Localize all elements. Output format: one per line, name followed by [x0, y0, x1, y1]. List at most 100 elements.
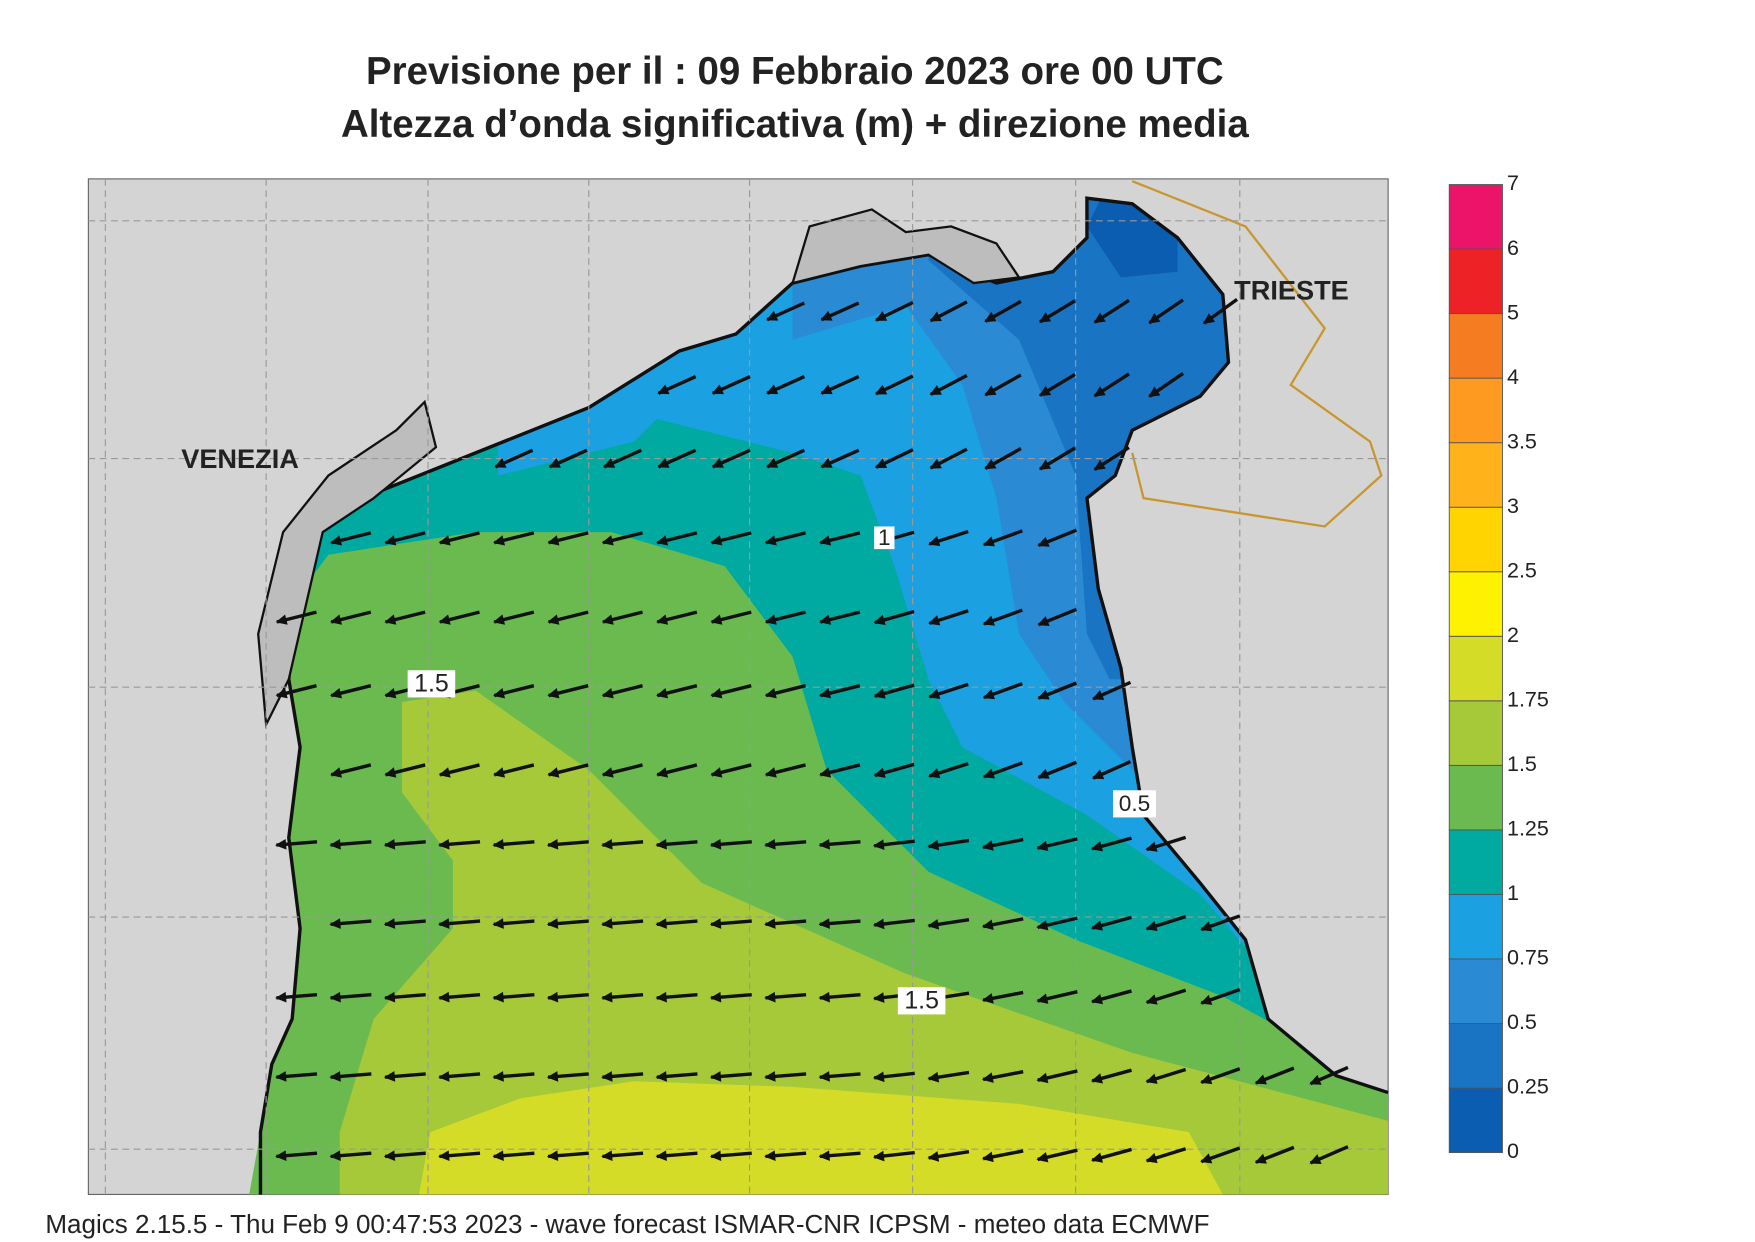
- arrow-head: [818, 991, 830, 1003]
- arrow-head: [1037, 768, 1050, 779]
- arrow-head: [657, 458, 670, 468]
- arrow-head: [1092, 769, 1105, 780]
- arrow-head: [601, 918, 613, 929]
- direction-arrows: [275, 298, 1349, 1165]
- arrow-head: [873, 688, 886, 699]
- arrow-head: [819, 614, 832, 625]
- arrow-head: [764, 535, 777, 546]
- arrow-head: [764, 614, 777, 625]
- arrow-head: [601, 991, 613, 1003]
- colorbar: 0 0.25 0.5 0.75 1 1.25 1.5 1.75 2 2.5 3 3.5 4 5 6 7: [1448, 171, 1549, 1163]
- contour-label: 0.5: [1112, 790, 1157, 818]
- arrow-head: [927, 1151, 940, 1162]
- arrow-head: [438, 1150, 450, 1161]
- arrow-head: [818, 839, 830, 850]
- arrow-head: [275, 991, 287, 1003]
- arrow-head: [766, 458, 779, 468]
- colorbar-box: [1448, 958, 1503, 1024]
- colorbar-box: [1448, 313, 1503, 379]
- arrow-head: [1036, 919, 1049, 931]
- arrow-head: [384, 614, 397, 625]
- arrow-head: [764, 1150, 776, 1161]
- arrow-head: [275, 839, 287, 850]
- arrow-head: [819, 535, 832, 546]
- arrow-head: [601, 688, 614, 699]
- arrow-head: [1090, 920, 1104, 931]
- arrow-head: [330, 535, 343, 546]
- arrow-head: [1036, 1152, 1049, 1163]
- arrow-head: [818, 918, 830, 929]
- arrow-head: [1309, 1074, 1322, 1085]
- arrow-head: [655, 918, 667, 929]
- contour-label-text: 1: [878, 525, 891, 550]
- contour-label-text: 1.5: [904, 987, 939, 1015]
- arrow-head: [1200, 921, 1213, 932]
- colorbar-box: [1448, 377, 1503, 444]
- lagoon: [790, 208, 1021, 285]
- arrow-head: [982, 615, 995, 626]
- arrow-head: [601, 767, 614, 778]
- arrow-head: [982, 768, 995, 779]
- arrow-head: [766, 310, 779, 321]
- arrow-head: [655, 991, 667, 1003]
- colorbar-box: [1448, 1087, 1503, 1154]
- arrow-head: [384, 767, 397, 778]
- colorbar-box: [1448, 764, 1503, 831]
- arrow-head: [928, 688, 941, 699]
- arrow-head: [984, 385, 997, 396]
- colorbar-box: [1448, 700, 1503, 766]
- arrow-head: [820, 384, 833, 395]
- arrow-head: [546, 839, 559, 850]
- arrow-head: [493, 688, 506, 699]
- arrow-head: [1037, 689, 1050, 700]
- arrow-head: [1145, 841, 1158, 852]
- arrow-head: [982, 536, 995, 547]
- arrow-head: [929, 311, 942, 322]
- place-label: VENEZIA: [181, 443, 299, 474]
- colorbar-box: [1448, 184, 1503, 250]
- arrow-head: [873, 767, 886, 778]
- arrow-head: [872, 1150, 885, 1162]
- arrow-head: [1090, 1152, 1104, 1163]
- arrow-head: [981, 919, 994, 930]
- arrow-head: [492, 839, 504, 850]
- colorbar-label: 0.75: [1507, 946, 1549, 970]
- colorbar-label: 6: [1507, 236, 1519, 260]
- arrow-head: [330, 688, 343, 699]
- arrow-head: [764, 1071, 776, 1082]
- arrow-head: [710, 614, 723, 625]
- arrow-head: [1090, 841, 1104, 852]
- arrow-head: [929, 385, 942, 395]
- arrow-head: [927, 1071, 940, 1083]
- arrow-head: [383, 839, 396, 850]
- arrow-head: [384, 535, 397, 546]
- colorbar-label: 3: [1507, 494, 1519, 518]
- arrow-head: [1200, 1074, 1213, 1085]
- arrow-head: [601, 614, 614, 625]
- subtitle: Altezza d’onda significativa (m) + direz…: [341, 103, 1249, 146]
- arrow-head: [275, 1150, 287, 1161]
- contour-label: 1.5: [407, 670, 456, 698]
- arrow-head: [384, 688, 397, 699]
- arrow-head: [929, 458, 942, 469]
- arrow-head: [1145, 994, 1158, 1005]
- arrow-head: [984, 459, 997, 470]
- border: [1131, 180, 1383, 528]
- arrow-head: [329, 1071, 341, 1082]
- arrow-head: [548, 458, 561, 468]
- arrow-head: [546, 991, 559, 1003]
- arrow-head: [1037, 616, 1050, 626]
- arrow-head: [710, 535, 723, 546]
- contour-label-text: 0.5: [1119, 791, 1150, 816]
- arrow-head: [383, 1071, 396, 1082]
- arrow-head: [766, 384, 779, 395]
- lagoon: [257, 399, 438, 729]
- arrow-head: [928, 535, 941, 547]
- arrow-head: [981, 993, 994, 1004]
- arrow-head: [655, 839, 667, 850]
- arrow-head: [1038, 385, 1052, 397]
- arrow-head: [1092, 690, 1105, 700]
- arrow-head: [927, 839, 940, 851]
- colorbar-label: 2.5: [1507, 558, 1537, 582]
- arrow-head: [383, 1150, 396, 1161]
